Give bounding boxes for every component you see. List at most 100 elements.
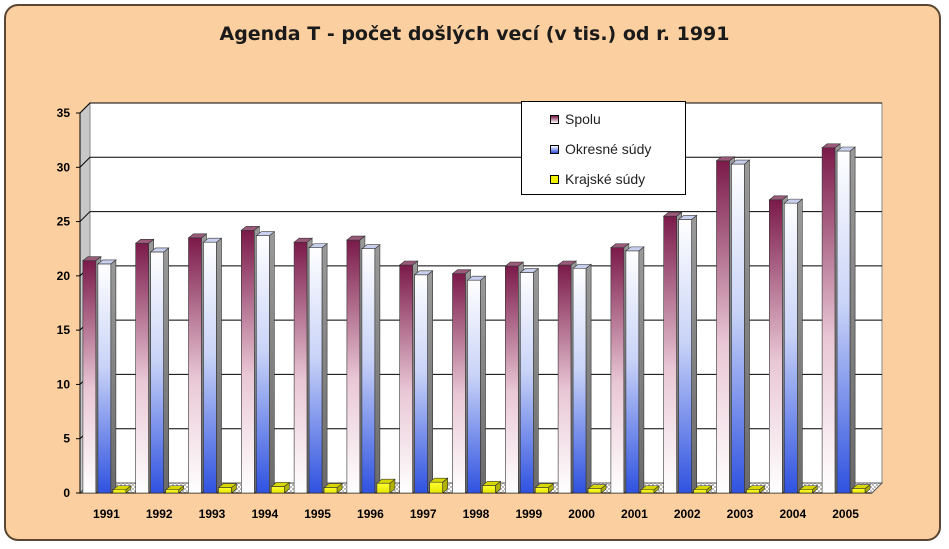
- bar-front: [293, 241, 308, 494]
- bar-front: [678, 219, 693, 494]
- bar-front: [625, 250, 640, 494]
- bar-top: [134, 238, 155, 244]
- x-tick-label-1995: 1995: [304, 507, 331, 521]
- bar-krajské-súdy-1992: [164, 485, 185, 494]
- bar-front: [429, 481, 444, 494]
- x-tick-label-2003: 2003: [727, 507, 754, 521]
- bar-front: [693, 489, 708, 494]
- y-tick-label-10: 10: [57, 377, 71, 391]
- bar-front: [783, 202, 798, 494]
- bar-front: [255, 235, 270, 494]
- bar-side: [268, 231, 275, 494]
- y-tick-label-5: 5: [63, 432, 70, 446]
- bar-okresné-súdy-1991: [97, 259, 117, 494]
- bar-okresné-súdy-2002: [677, 214, 698, 494]
- x-tick-label-1997: 1997: [410, 507, 437, 521]
- legend: Spolu Okresné súdy Krajské súdy: [521, 101, 686, 195]
- bar-front: [188, 237, 202, 494]
- x-tick-label-1992: 1992: [146, 507, 173, 521]
- bar-front: [112, 489, 127, 494]
- bars: [82, 143, 871, 494]
- bar-top: [270, 482, 291, 487]
- bar-top: [557, 260, 577, 266]
- bar-krajské-súdy-1998: [481, 480, 502, 494]
- bar-okresné-súdy-1999: [519, 267, 540, 494]
- bar-top: [361, 244, 381, 250]
- legend-swatch-okresne-sudy: [550, 144, 559, 154]
- bar-front: [323, 487, 338, 494]
- bar-top: [640, 485, 660, 491]
- bar-front: [851, 488, 866, 494]
- bar-top: [112, 485, 132, 491]
- bar-front: [150, 251, 164, 494]
- bar-top: [821, 143, 841, 149]
- y-tick-label-0: 0: [63, 486, 70, 500]
- bar-top: [240, 225, 261, 231]
- bar-front: [452, 273, 466, 494]
- bar-front: [135, 242, 149, 494]
- x-tick-label-2000: 2000: [568, 507, 595, 521]
- bar-front: [308, 247, 323, 494]
- x-tick-label-2005: 2005: [832, 507, 859, 521]
- bar-front: [716, 160, 730, 494]
- bar-top: [625, 246, 645, 252]
- bar-krajské-súdy-2005: [851, 484, 871, 494]
- legend-item-okresne-sudy: Okresné súdy: [550, 139, 651, 159]
- bar-top: [217, 483, 238, 488]
- x-tick-label-1999: 1999: [515, 507, 542, 521]
- bar-front: [346, 239, 361, 494]
- y-axis-tick-labels: 0 5 10 15 20 25 30 35: [57, 106, 80, 500]
- y-tick-label-25: 25: [57, 215, 71, 229]
- bar-front: [97, 263, 112, 494]
- bar-krajské-súdy-1995: [323, 482, 343, 494]
- x-tick-label-1998: 1998: [463, 507, 490, 521]
- bar-top: [164, 485, 185, 491]
- bar-top: [97, 259, 117, 265]
- bar-top: [768, 195, 789, 201]
- bar-top: [428, 477, 449, 483]
- bar-krajské-súdy-1997: [428, 477, 449, 494]
- bar-front: [482, 485, 496, 494]
- bar-front: [241, 229, 255, 494]
- bar-top: [715, 156, 736, 162]
- bar-side: [374, 244, 381, 494]
- bar-okresné-súdy-2001: [625, 246, 645, 494]
- bar-top: [783, 198, 804, 204]
- bar-side: [480, 275, 486, 494]
- bar-krajské-súdy-2000: [587, 484, 607, 494]
- bar-front: [399, 264, 414, 494]
- legend-label-okresne-sudy: Okresné súdy: [565, 141, 652, 157]
- bar-front: [414, 274, 429, 494]
- bar-top: [187, 233, 208, 239]
- bar-okresné-súdy-1992: [149, 247, 170, 494]
- bar-front: [731, 163, 745, 494]
- bar-front: [361, 248, 376, 494]
- bar-krajské-súdy-1991: [112, 485, 132, 494]
- bar-top: [692, 485, 713, 491]
- bar-front: [746, 489, 760, 494]
- bar-top: [836, 146, 856, 152]
- y-tick-label-20: 20: [57, 269, 71, 283]
- bar-front: [836, 150, 851, 494]
- legend-swatch-krajske-sudy: [550, 174, 559, 184]
- bar-top: [413, 270, 434, 276]
- x-tick-label-1994: 1994: [251, 507, 278, 521]
- bar-okresné-súdy-1995: [308, 243, 328, 494]
- bar-side: [691, 214, 698, 494]
- bar-top: [293, 237, 313, 243]
- bar-top: [323, 483, 343, 488]
- bar-front: [376, 482, 391, 494]
- legend-swatch-spolu: [550, 114, 559, 124]
- bar-top: [730, 159, 751, 165]
- bar-front: [798, 489, 813, 494]
- bar-top: [851, 484, 871, 489]
- bar-krajské-súdy-1994: [270, 481, 291, 494]
- bar-front: [519, 272, 534, 494]
- bar-side: [427, 270, 434, 494]
- bar-top: [202, 237, 223, 243]
- bar-front: [587, 488, 602, 494]
- bar-top: [519, 268, 540, 273]
- y-tick-label-15: 15: [57, 323, 71, 337]
- bar-front: [467, 279, 481, 494]
